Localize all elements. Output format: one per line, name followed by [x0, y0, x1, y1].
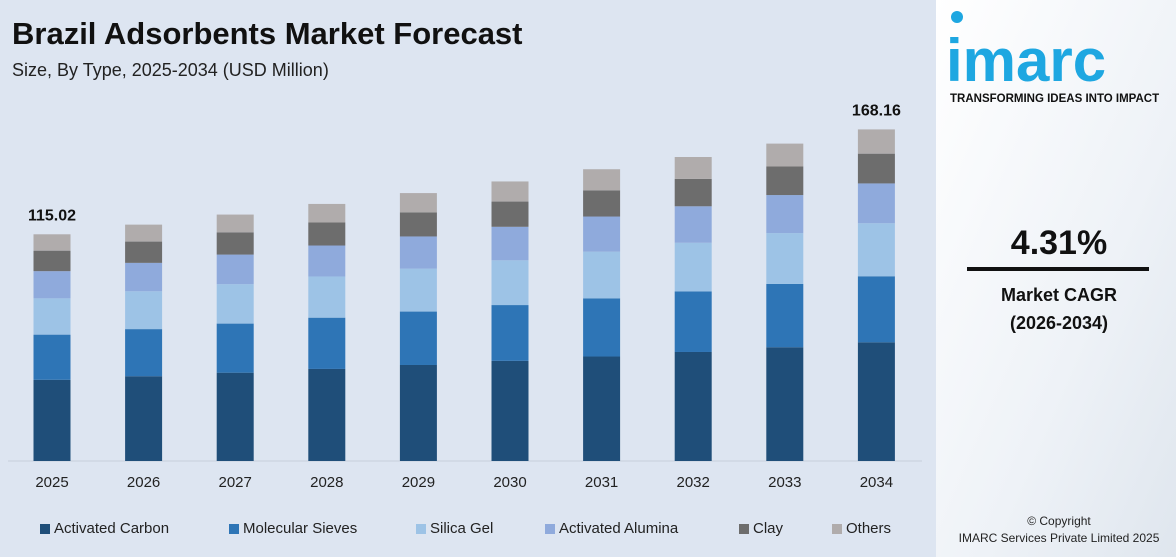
legend-swatch [832, 524, 842, 534]
bar-segment [216, 214, 254, 233]
company: IMARC Services Private Limited 2025 [959, 531, 1160, 545]
bar-segment [491, 360, 529, 461]
legend-label: Activated Carbon [54, 520, 169, 537]
legend-label: Activated Alumina [559, 520, 679, 537]
bar-segment [216, 284, 254, 324]
bar-segment [216, 323, 254, 373]
cagr-value: 4.31% [1011, 224, 1107, 262]
bar-segment [583, 298, 621, 357]
bar-segment [491, 201, 529, 227]
total-label: 115.02 [28, 207, 76, 224]
legend-swatch [229, 524, 239, 534]
bar-segment [491, 260, 529, 306]
sidebar-background [936, 0, 1176, 557]
bar-segment [216, 232, 254, 255]
x-tick-label: 2032 [677, 474, 710, 491]
bar-segment [308, 245, 346, 277]
legend-label: Silica Gel [430, 520, 493, 537]
x-tick-label: 2029 [402, 474, 435, 491]
cagr-divider [967, 267, 1149, 271]
bar-segment [857, 276, 895, 343]
bar-segment [583, 356, 621, 461]
bar-segment [399, 364, 437, 461]
x-tick-label: 2030 [493, 474, 526, 491]
bar-segment [766, 143, 804, 167]
x-tick-label: 2027 [219, 474, 252, 491]
bar-segment [583, 169, 621, 191]
tagline: TRANSFORMING IDEAS INTO IMPACT [950, 93, 1159, 105]
bar-segment [674, 157, 712, 179]
bar-segment [399, 268, 437, 312]
bar-segment [674, 291, 712, 352]
bar-segment [766, 347, 804, 461]
bar-segment [491, 226, 529, 261]
bar-segment [308, 317, 346, 369]
bar-segment [583, 190, 621, 217]
cagr-label: Market CAGR [1001, 285, 1117, 305]
x-tick-label: 2028 [310, 474, 343, 491]
logo: imarc [946, 27, 1106, 94]
bar-segment [766, 233, 804, 284]
bar-segment [491, 181, 529, 202]
chart-subtitle: Size, By Type, 2025-2034 (USD Million) [12, 60, 329, 80]
x-tick-label: 2034 [860, 474, 893, 491]
bar-segment [125, 329, 163, 377]
bar-segment [33, 234, 71, 251]
x-tick-label: 2025 [35, 474, 68, 491]
legend-label: Clay [753, 520, 784, 537]
bar-segment [308, 368, 346, 461]
bar-segment [399, 236, 437, 269]
x-tick-label: 2031 [585, 474, 618, 491]
bar-segment [857, 223, 895, 277]
bar-segment [399, 212, 437, 237]
bar-segment [674, 206, 712, 243]
bar-segment [125, 262, 163, 292]
bar-segment [125, 376, 163, 461]
legend-swatch [739, 524, 749, 534]
x-tick-label: 2033 [768, 474, 801, 491]
legend-swatch [40, 524, 50, 534]
bar-segment [216, 372, 254, 461]
bar-segment [857, 129, 895, 154]
bar-segment [857, 153, 895, 184]
x-tick-label: 2026 [127, 474, 160, 491]
bar-segment [399, 193, 437, 213]
bar-segment [857, 342, 895, 461]
bar-segment [125, 241, 163, 263]
bar-segment [33, 250, 71, 272]
bar-segment [766, 166, 804, 196]
logo-dot [951, 11, 963, 23]
copyright: © Copyright [1027, 514, 1091, 528]
bar-segment [766, 195, 804, 234]
bar-segment [583, 216, 621, 252]
chart-title: Brazil Adsorbents Market Forecast [12, 16, 523, 51]
bar-segment [857, 183, 895, 224]
bar-segment [125, 291, 163, 330]
bar-segment [766, 283, 804, 348]
bar-segment [33, 298, 71, 335]
legend-label: Others [846, 520, 891, 537]
bar-segment [674, 351, 712, 461]
legend-swatch [545, 524, 555, 534]
bar-segment [33, 271, 71, 299]
bar-segment [33, 334, 71, 380]
bar-segment [399, 311, 437, 365]
bar-segment [583, 251, 621, 299]
cagr-period: (2026-2034) [1010, 313, 1108, 333]
bar-segment [33, 379, 71, 461]
legend-swatch [416, 524, 426, 534]
bar-segment [674, 178, 712, 207]
bar-segment [216, 254, 254, 285]
bar-segment [491, 305, 529, 361]
bar-segment [308, 276, 346, 318]
legend-label: Molecular Sieves [243, 520, 357, 537]
bar-segment [308, 203, 346, 223]
bar-segment [674, 242, 712, 292]
bar-segment [125, 224, 163, 242]
bar-segment [308, 222, 346, 246]
total-label: 168.16 [852, 103, 901, 120]
